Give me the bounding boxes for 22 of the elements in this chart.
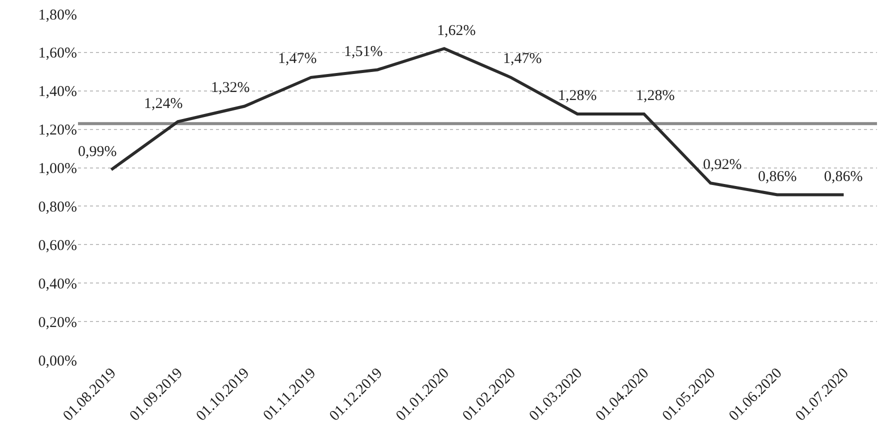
y-tick-label: 0,80%: [38, 199, 77, 216]
data-label: 1,28%: [558, 88, 597, 104]
data-label: 1,51%: [344, 44, 383, 60]
y-tick-label: 0,00%: [38, 353, 77, 370]
y-tick-label: 1,80%: [38, 7, 77, 24]
data-label: 1,28%: [636, 88, 675, 104]
data-label: 0,86%: [758, 169, 797, 185]
data-label: 0,86%: [824, 169, 863, 185]
y-tick-label: 1,20%: [38, 122, 77, 139]
data-label: 1,32%: [211, 80, 250, 96]
data-label: 0,92%: [703, 157, 742, 173]
data-label: 1,47%: [278, 51, 317, 67]
y-tick-label: 1,40%: [38, 84, 77, 100]
y-tick-label: 1,00%: [38, 161, 77, 178]
data-label: 1,62%: [437, 23, 476, 39]
y-tick-label: 0,40%: [38, 276, 77, 292]
y-tick-label: 0,20%: [38, 314, 77, 331]
y-tick-label: 0,60%: [38, 238, 77, 254]
data-label: 1,24%: [144, 96, 183, 112]
data-label: 1,47%: [503, 51, 542, 67]
y-tick-label: 1,60%: [38, 46, 77, 62]
data-label: 0,99%: [78, 144, 117, 160]
